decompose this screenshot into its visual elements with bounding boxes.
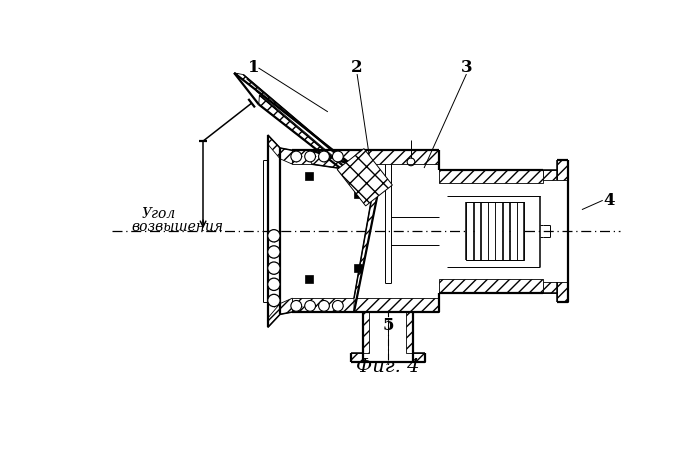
Circle shape	[268, 294, 280, 307]
Polygon shape	[440, 279, 543, 293]
Circle shape	[268, 262, 280, 274]
Polygon shape	[351, 353, 363, 362]
Text: 4: 4	[603, 192, 614, 209]
Bar	[510, 202, 517, 260]
Polygon shape	[305, 172, 313, 180]
Text: 2: 2	[352, 59, 363, 76]
Polygon shape	[280, 148, 292, 164]
Polygon shape	[557, 282, 568, 302]
Polygon shape	[557, 160, 568, 181]
Polygon shape	[354, 191, 377, 312]
Polygon shape	[543, 282, 557, 293]
Text: Угол: Угол	[141, 207, 175, 221]
Circle shape	[305, 151, 315, 162]
Polygon shape	[268, 303, 280, 327]
Polygon shape	[305, 275, 313, 283]
Polygon shape	[412, 353, 425, 362]
Circle shape	[333, 300, 343, 311]
Bar	[474, 202, 480, 260]
Text: 5: 5	[382, 317, 394, 335]
Text: 1: 1	[248, 59, 259, 76]
Polygon shape	[234, 73, 356, 171]
Circle shape	[291, 151, 302, 162]
Polygon shape	[280, 298, 292, 314]
Bar	[517, 202, 524, 260]
Bar	[496, 202, 502, 260]
Polygon shape	[312, 150, 356, 171]
Bar	[466, 202, 473, 260]
Circle shape	[268, 246, 280, 258]
Circle shape	[268, 229, 280, 242]
Bar	[481, 202, 488, 260]
Bar	[488, 202, 495, 260]
Polygon shape	[337, 149, 392, 206]
Bar	[503, 202, 510, 260]
Circle shape	[333, 151, 343, 162]
Circle shape	[319, 151, 329, 162]
Circle shape	[319, 300, 329, 311]
Polygon shape	[292, 150, 440, 164]
Text: 3: 3	[461, 59, 473, 76]
Polygon shape	[259, 95, 377, 197]
Circle shape	[268, 278, 280, 291]
Polygon shape	[406, 312, 412, 353]
Polygon shape	[268, 135, 280, 159]
Polygon shape	[543, 170, 557, 181]
Polygon shape	[354, 264, 361, 272]
Polygon shape	[292, 298, 440, 312]
Polygon shape	[440, 170, 543, 183]
Circle shape	[291, 300, 302, 311]
Polygon shape	[363, 312, 369, 353]
Circle shape	[305, 300, 315, 311]
Polygon shape	[354, 191, 361, 198]
Text: возвышения: возвышения	[131, 220, 224, 234]
Text: Фиг. 4: Фиг. 4	[356, 358, 419, 376]
